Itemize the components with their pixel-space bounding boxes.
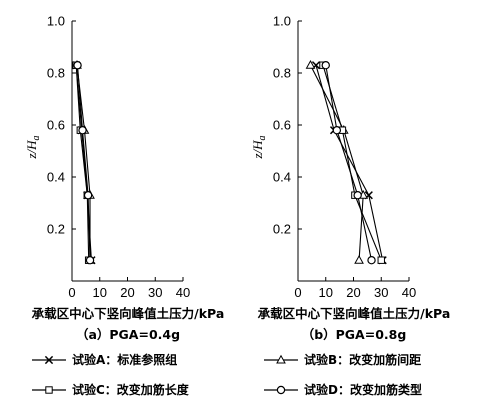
y-tick-label: 0.4 — [273, 170, 291, 185]
y-axis-label: z/Ha — [24, 135, 42, 159]
x-tick-label: 30 — [148, 285, 162, 300]
legend-label: 试验B：改变加筋间距 — [304, 352, 421, 367]
series-line — [310, 64, 364, 261]
legend-label: 试验C：改变加筋长度 — [72, 382, 190, 397]
y-tick-label: 1.0 — [273, 14, 291, 29]
x-tick-label: 10 — [93, 285, 107, 300]
y-tick-label: 1.0 — [47, 14, 65, 29]
x-tick-label: 20 — [120, 285, 134, 300]
y-tick-label: 0.6 — [273, 118, 291, 133]
y-axis-label-main: z/H — [24, 140, 39, 160]
series-line — [322, 65, 382, 261]
series-line — [315, 65, 384, 261]
series-line — [325, 65, 373, 261]
data-point-circle — [332, 125, 342, 135]
chart-caption: （a）PGA=0.4g — [76, 327, 180, 342]
chart-panel-a: 0 10 20 30 40 0.2 0.4 0.6 0.8 1.0 z/Ha 承载区中心下竖向峰值土压… — [24, 14, 224, 343]
y-axis-label-subscript: a — [257, 135, 268, 140]
chart-panel-b: 0 10 20 30 40 0.2 0.4 0.6 0.8 1.0 z/Ha 承载区中心下竖向峰值土压… — [250, 14, 450, 343]
legend-item-square: 试验C：改变加筋长度 — [32, 382, 190, 397]
x-tick-label: 40 — [176, 285, 190, 300]
data-point-circle — [321, 60, 330, 70]
y-axis-label-main: z/H — [250, 140, 265, 160]
series-circle — [73, 60, 95, 265]
data-point-circle — [353, 190, 362, 200]
y-tick-label: 0.8 — [47, 66, 65, 81]
y-tick-label: 0.8 — [273, 66, 291, 81]
y-axis-label: z/Ha — [250, 135, 268, 159]
legend-marker-triangle — [276, 354, 286, 364]
x-tick-label: 30 — [374, 285, 388, 300]
data-point-circle — [73, 60, 82, 70]
legend-item-triangle: 试验B：改变加筋间距 — [264, 352, 421, 367]
x-tick-label: 20 — [346, 285, 360, 300]
data-point-circle — [367, 256, 376, 265]
y-tick-label: 0.6 — [47, 118, 65, 133]
data-point-square — [377, 256, 385, 264]
y-tick-label: 0.4 — [47, 170, 65, 185]
data-point-circle — [85, 256, 95, 265]
series-line — [75, 65, 90, 261]
legend-marker-circle — [276, 385, 286, 395]
series-triangle — [305, 59, 369, 264]
legend-label: 试验A：标准参照组 — [72, 352, 177, 367]
y-tick-label: 0.2 — [273, 222, 291, 237]
series-circle — [321, 60, 376, 265]
y-axis-label-subscript: a — [31, 135, 42, 140]
x-tick-label: 0 — [294, 285, 301, 300]
series-line — [76, 65, 91, 261]
series-line — [76, 65, 91, 261]
chart-caption: （b）PGA=0.8g — [302, 327, 407, 342]
data-point-triangle — [354, 254, 364, 264]
x-tick-label: 0 — [68, 285, 75, 300]
legend-item-circle: 试验D：改变加筋类型 — [264, 382, 422, 397]
data-point-circle — [78, 125, 87, 135]
series-square — [319, 61, 385, 264]
legend-label: 试验D：改变加筋类型 — [304, 382, 422, 397]
legend-marker-x — [44, 355, 54, 365]
x-tick-label: 10 — [319, 285, 333, 300]
y-tick-label: 0.2 — [47, 222, 65, 237]
x-tick-label: 40 — [402, 285, 416, 300]
series-x — [311, 61, 387, 265]
x-axis-label: 承载区中心下竖向峰值土压力/kPa — [258, 306, 451, 321]
data-point-circle — [83, 190, 93, 200]
data-point-triangle — [305, 59, 316, 69]
x-axis-label: 承载区中心下竖向峰值土压力/kPa — [32, 306, 225, 321]
legend-item-x: 试验A：标准参照组 — [32, 352, 177, 367]
legend-marker-square — [45, 386, 53, 394]
